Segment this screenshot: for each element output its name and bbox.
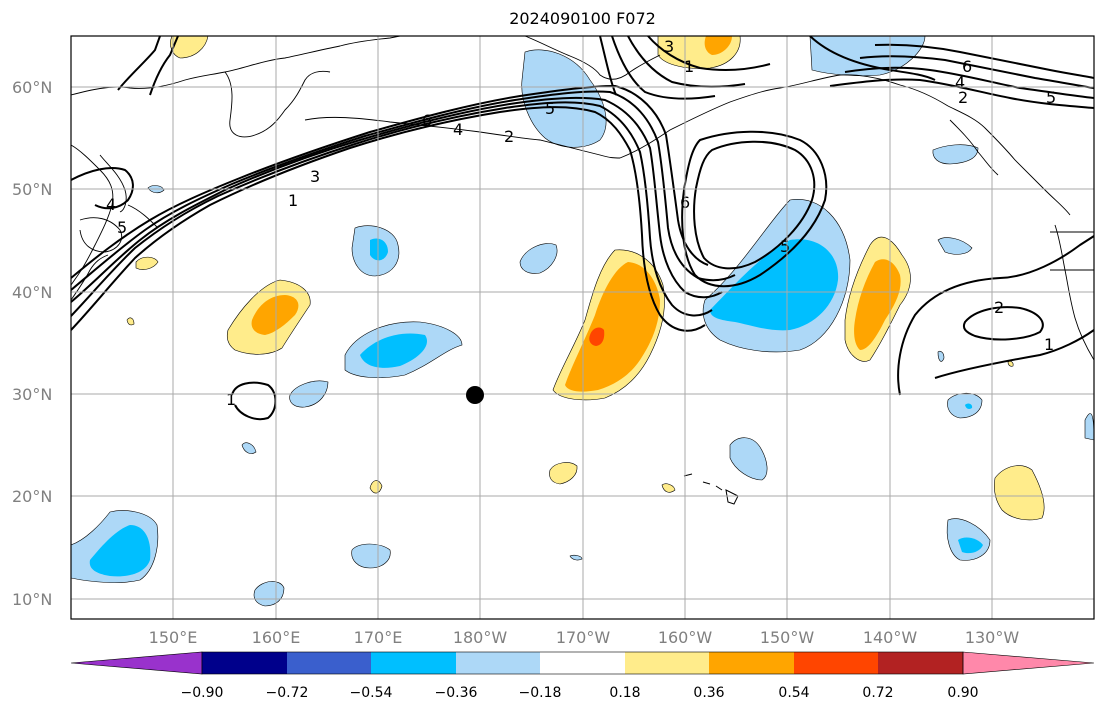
shaded-anomalies — [71, 36, 1094, 607]
coast-alaska-s — [619, 74, 949, 159]
contours — [71, 36, 1094, 421]
contour-label: 1 — [1044, 335, 1054, 354]
colorbar: −0.90 −0.72 −0.54 −0.36 −0.18 0.18 0.36 … — [70, 651, 1095, 701]
colorbar-tick-label: 0.72 — [862, 685, 893, 701]
blob-s-3 — [1084, 413, 1094, 441]
location-marker — [466, 386, 484, 404]
contour-label: 1 — [684, 57, 694, 76]
contour-label: 4 — [955, 73, 965, 92]
contour-label: 2 — [504, 127, 514, 146]
yellow-tiny-2 — [126, 317, 135, 326]
colorbar-tick-label: −0.72 — [266, 685, 309, 701]
lon-label: 160°E — [252, 628, 301, 647]
colorbar-segment — [540, 652, 625, 674]
contour-label: 4 — [453, 120, 463, 139]
lon-label: 170°W — [556, 628, 611, 647]
yellow-s-2 — [369, 480, 383, 494]
blob-tiny-d — [241, 442, 257, 454]
blob-east-small — [937, 237, 973, 255]
coast-alaska-pan — [947, 105, 1071, 216]
colorbar-segment — [287, 652, 371, 674]
contour-label: 1 — [288, 191, 298, 210]
yellow-tiny-3 — [661, 483, 676, 493]
contour-label: 6 — [962, 57, 972, 76]
blob-tiny-e — [937, 350, 945, 362]
lon-labels: 150°E 160°E 170°E 180°W 170°W 160°W 150°… — [149, 628, 1020, 647]
lon-label: 150°W — [760, 628, 815, 647]
gridlines — [71, 36, 1094, 619]
colorbar-segment — [371, 652, 456, 674]
colorbar-segment — [456, 652, 540, 674]
blob-s-1 — [351, 543, 391, 569]
lon-label: 140°W — [863, 628, 918, 647]
blob-east-2 — [947, 392, 983, 419]
colorbar-min-extend — [70, 651, 203, 675]
blob-mid-1 — [519, 243, 558, 274]
colorbar-tick-label: −0.90 — [181, 685, 224, 701]
lon-label: 160°W — [658, 628, 713, 647]
lon-label: 150°E — [149, 628, 198, 647]
contour-label: 5 — [1046, 88, 1056, 107]
contour-label: 5 — [545, 99, 555, 118]
lat-label: 30°N — [12, 385, 52, 404]
blob-tiny-c — [569, 554, 583, 561]
blob-canada — [932, 144, 979, 165]
colorbar-tick-label: 0.90 — [947, 685, 978, 701]
lon-label: 130°W — [965, 628, 1020, 647]
contour-label: 5 — [117, 218, 127, 237]
colorbar-tick-label: −0.36 — [435, 685, 478, 701]
plot-frame — [70, 35, 1095, 620]
lon-label: 170°E — [354, 628, 403, 647]
lat-label: 10°N — [12, 590, 52, 609]
coast-alaska-w — [524, 36, 661, 80]
yellow-nw — [170, 36, 209, 59]
contour-label: 2 — [958, 88, 968, 107]
coast-kamchatka — [224, 70, 331, 138]
contour-label: 5 — [780, 237, 790, 256]
map-title: 2024090100 F072 — [509, 9, 656, 28]
coast-aleutian — [304, 116, 621, 159]
contour-label: 4 — [106, 195, 116, 214]
coast-us-west — [1054, 224, 1094, 361]
coast-sakhalin — [99, 154, 127, 213]
colorbar-segment — [625, 652, 709, 674]
contour-label: 1 — [226, 390, 236, 409]
contour-label: 3 — [664, 37, 674, 56]
colorbar-max-extend — [962, 651, 1095, 675]
yellow-tiny-4 — [1007, 360, 1014, 367]
colorbar-segment — [794, 652, 878, 674]
hawaii-islands — [683, 473, 739, 505]
blob-s-2 — [253, 581, 285, 607]
coastlines — [71, 36, 1094, 361]
yellow-tiny-1 — [135, 256, 159, 270]
coast-okhotsk — [71, 144, 114, 286]
lat-label: 20°N — [12, 487, 52, 506]
blob-hawaii — [729, 437, 768, 481]
contour-label: 3 — [310, 167, 320, 186]
coast-japan — [71, 254, 109, 301]
colorbar-tick-label: 0.36 — [693, 685, 724, 701]
lat-label: 40°N — [12, 283, 52, 302]
lat-label: 50°N — [12, 180, 52, 199]
colorbar-segment — [202, 652, 287, 674]
lat-labels: 10°N 20°N 30°N 40°N 50°N 60°N — [12, 78, 52, 609]
colorbar-segment — [878, 652, 963, 674]
coast-hokkaido — [79, 217, 123, 253]
colorbar-tick-label: 0.54 — [778, 685, 809, 701]
yellow-s-1 — [549, 462, 578, 485]
contour-label: 2 — [994, 298, 1004, 317]
colorbar-tick-label: −0.54 — [350, 685, 393, 701]
coast-kuril — [127, 204, 159, 229]
colorbar-segment — [709, 652, 794, 674]
colorbar-tick-label: 0.18 — [609, 685, 640, 701]
contour-label: 6 — [422, 111, 432, 130]
lon-label: 180°W — [453, 628, 508, 647]
colorbar-tick-label: −0.18 — [519, 685, 562, 701]
lat-label: 60°N — [12, 78, 52, 97]
yellow-se — [993, 465, 1045, 521]
